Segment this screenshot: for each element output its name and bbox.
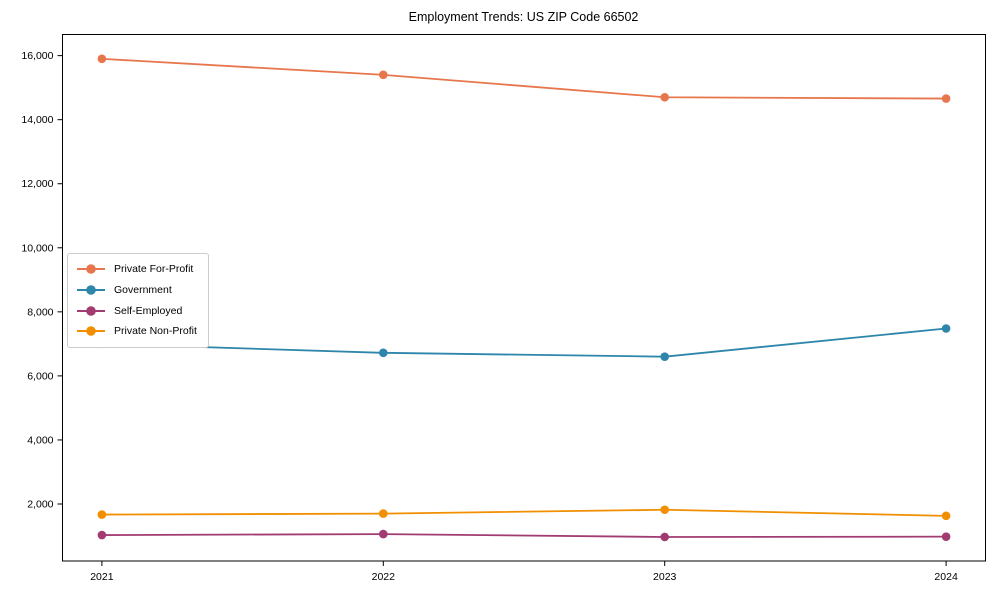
x-tick-label: 2023 (653, 571, 677, 583)
y-tick-label: 16,000 (21, 50, 53, 62)
series-line-government (101, 327, 947, 358)
data-point-government (941, 324, 951, 333)
data-point-private-for-profit (378, 70, 388, 80)
y-tick-label: 2,000 (27, 498, 53, 510)
series-line-private-for-profit (101, 57, 947, 100)
legend-dot (86, 305, 96, 316)
data-point-private-for-profit (941, 94, 951, 103)
series-line-self-employed (101, 533, 947, 538)
data-point-private-non-profit (660, 505, 670, 515)
line-marker-icon (77, 326, 105, 337)
line-marker-icon (77, 285, 105, 295)
legend-label: Private For-Profit (114, 263, 194, 276)
y-tick-label: 12,000 (21, 178, 53, 190)
data-point-private-non-profit (97, 510, 107, 519)
y-tick-label: 4,000 (27, 434, 53, 446)
legend-item-government: Government (76, 280, 200, 301)
data-point-private-non-profit (941, 511, 951, 521)
line-marker-icon (77, 305, 105, 316)
legend-label: Self-Employed (114, 304, 183, 317)
legend-label: Private Non-Profit (114, 325, 197, 338)
data-point-self-employed (97, 530, 107, 540)
data-point-self-employed (941, 532, 951, 541)
y-tick-label: 8,000 (27, 306, 53, 318)
data-point-government (378, 348, 388, 358)
line-marker-icon (77, 264, 105, 275)
data-point-self-employed (378, 529, 388, 539)
legend: Private For-Profit Government Self-Emplo… (67, 253, 209, 348)
axes-spines (62, 34, 986, 562)
series-line-private-non-profit (101, 508, 947, 517)
x-tick-label: 2022 (372, 571, 396, 583)
y-tick-label: 14,000 (21, 114, 53, 126)
data-point-self-employed (660, 532, 670, 542)
y-tick-label: 10,000 (21, 242, 53, 254)
legend-item-private-non-profit: Private Non-Profit (76, 321, 200, 342)
data-point-private-for-profit (660, 92, 670, 102)
x-tick-label: 2024 (934, 571, 958, 583)
data-point-private-for-profit (97, 54, 107, 64)
chart-title: Employment Trends: US ZIP Code 66502 (408, 10, 639, 24)
legend-item-private-for-profit: Private For-Profit (76, 259, 200, 280)
legend-dot (86, 264, 96, 275)
legend-item-self-employed: Self-Employed (76, 300, 200, 321)
legend-label: Government (114, 284, 172, 297)
legend-dot (86, 285, 96, 295)
legend-dot (86, 326, 96, 337)
data-point-government (660, 352, 670, 361)
x-tick-label: 2021 (90, 571, 114, 583)
data-point-private-non-profit (378, 509, 388, 518)
y-tick-label: 6,000 (27, 370, 53, 382)
